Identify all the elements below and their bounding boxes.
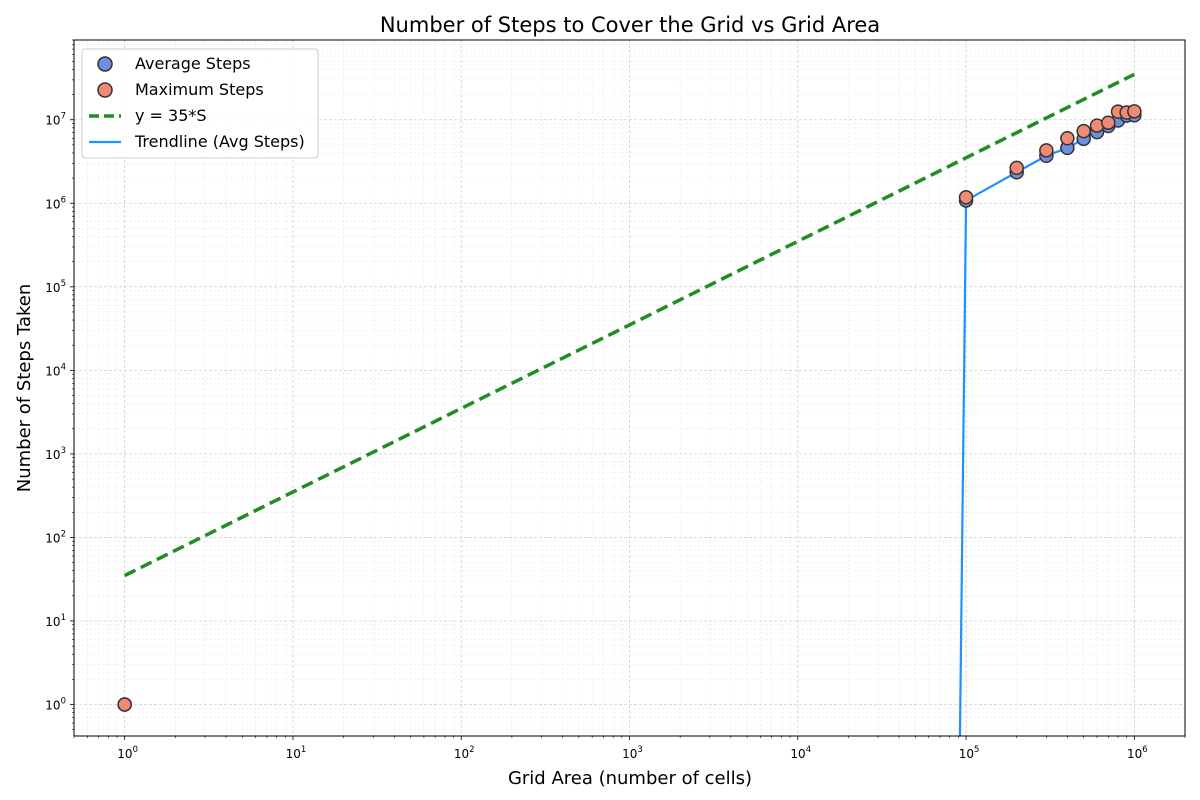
x-tick-label: 100: [117, 745, 138, 761]
y-tick-label: 103: [45, 446, 66, 462]
tick-labels: 100 101 102 103 104 105 106 100 101 102 103 104 105 1…: [45, 112, 1147, 761]
maximum-steps-point: [1060, 131, 1075, 146]
legend-label-trendline: Trendline (Avg Steps): [134, 132, 305, 151]
x-tick-label: 101: [286, 745, 307, 761]
legend-marker-average-steps: [97, 56, 113, 72]
maximum-steps-point: [1076, 123, 1091, 139]
x-tick-label: 103: [622, 745, 643, 761]
x-tick-label: 102: [454, 745, 475, 761]
x-tick-label: 106: [1127, 745, 1148, 761]
y-tick-label: 101: [45, 613, 66, 629]
maximum-steps-point: [117, 697, 132, 712]
legend-box: [81, 48, 319, 159]
y-axis-label: Number of Steps Taken: [14, 284, 35, 493]
x-tick-label: 105: [959, 745, 980, 761]
maximum-steps-point: [1127, 104, 1142, 119]
y-tick-label: 104: [45, 362, 66, 378]
maximum-steps-point: [1039, 143, 1054, 158]
x-axis-label: Grid Area (number of cells): [508, 768, 752, 789]
y-tick-label: 105: [45, 279, 66, 295]
y-tick-label: 100: [45, 697, 66, 713]
legend: Average Steps Maximum Steps y = 35*S Tre…: [81, 48, 319, 159]
y-tick-label: 106: [45, 195, 66, 211]
minor-gridlines: [73, 39, 1186, 736]
plot-series: [117, 72, 1142, 737]
chart-title: Number of Steps to Cover the Grid vs Gri…: [380, 13, 880, 37]
y-tick-label: 107: [45, 112, 66, 128]
reference-line-35s: [123, 72, 1136, 578]
axis-ticks: [70, 39, 1186, 740]
legend-label-average-steps: Average Steps: [135, 54, 251, 73]
maximum-steps-point: [1101, 115, 1116, 130]
legend-marker-maximum-steps: [97, 82, 113, 98]
y-tick-label: 102: [45, 529, 66, 545]
maximum-steps-point: [958, 190, 974, 205]
legend-label-reference-line: y = 35*S: [135, 106, 207, 125]
legend-label-maximum-steps: Maximum Steps: [135, 80, 264, 99]
maximum-steps-point: [1009, 160, 1024, 176]
x-tick-label: 104: [790, 745, 811, 761]
